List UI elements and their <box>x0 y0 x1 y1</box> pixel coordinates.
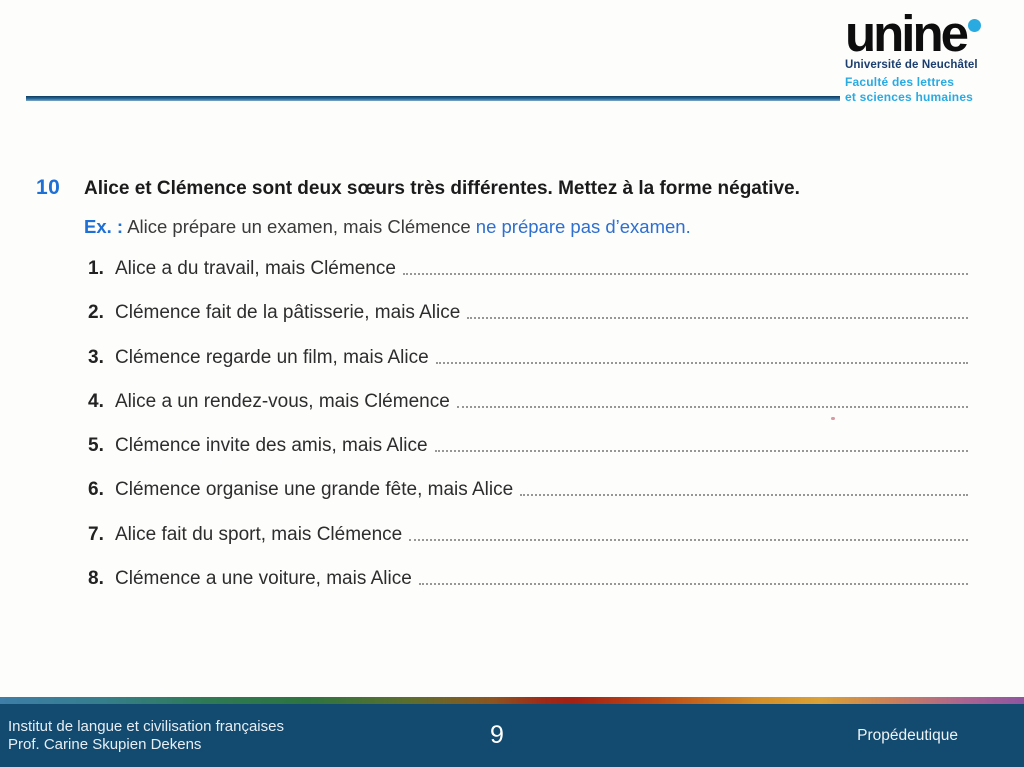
item-number: 3. <box>88 346 104 368</box>
answer-blank-line <box>456 405 968 408</box>
exercise-item-4: 4. Alice a un rendez-vous, mais Clémence <box>0 391 1024 435</box>
answer-blank-line <box>402 273 968 275</box>
example-prompt: Alice prépare un examen, mais Clémence <box>123 216 476 237</box>
unine-dot-icon <box>968 19 981 32</box>
answer-blank-line <box>435 361 968 364</box>
item-text: Clémence organise une grande fête, mais … <box>115 479 514 501</box>
footer-credits: Institut de langue et civilisation franç… <box>0 718 284 753</box>
exercise-item-list: 1. Alice a du travail, mais Clémence 2. … <box>0 258 1024 612</box>
slide-footer: Institut de langue et civilisation franç… <box>0 697 1024 767</box>
item-text: Alice a du travail, mais Clémence <box>115 258 396 279</box>
exercise-title: Alice et Clémence sont deux sœurs très d… <box>84 178 800 199</box>
example-label: Ex. : <box>84 216 124 237</box>
exercise-item-8: 8. Clémence a une voiture, mais Alice <box>0 568 1024 612</box>
exercise-number: 10 <box>36 176 61 199</box>
logo-faculty-line2: et sciences humaines <box>845 89 974 104</box>
example-answer: ne prépare pas d’examen. <box>475 216 691 237</box>
logo-faculty-name: Faculté des lettres et sciences humaines <box>845 75 1015 104</box>
footer-rainbow-stripe <box>0 697 1024 704</box>
logo-faculty-line1: Faculté des lettres <box>845 75 955 89</box>
exercise-header: 10 Alice et Clémence sont deux sœurs trè… <box>36 176 800 200</box>
exercise-item-7: 7. Alice fait du sport, mais Clémence <box>0 524 1024 568</box>
item-text: Clémence a une voiture, mais Alice <box>115 568 412 590</box>
exercise-item-2: 2. Clémence fait de la pâtisserie, mais … <box>0 302 1024 346</box>
unine-logo: unine Université de Neuchâtel Faculté de… <box>845 5 1015 104</box>
answer-blank-line <box>520 494 968 497</box>
item-number: 7. <box>88 523 104 545</box>
item-text: Clémence fait de la pâtisserie, mais Ali… <box>115 302 461 324</box>
item-number: 8. <box>88 568 104 590</box>
exercise-example: Ex. : Alice prépare un examen, mais Clém… <box>84 216 691 238</box>
unine-wordmark-text: unine <box>845 5 969 62</box>
exercise-item-6: 6. Clémence organise une grande fête, ma… <box>0 479 1024 523</box>
scan-artifact-dot <box>831 417 835 420</box>
exercise-item-1: 1. Alice a du travail, mais Clémence <box>0 258 1024 302</box>
item-text: Clémence regarde un film, mais Alice <box>115 346 429 368</box>
item-text: Alice a un rendez-vous, mais Clémence <box>115 390 450 412</box>
exercise-item-3: 3. Clémence regarde un film, mais Alice <box>0 347 1024 391</box>
item-number: 1. <box>88 258 104 279</box>
logo-university-name: Université de Neuchâtel <box>845 59 978 71</box>
footer-professor: Prof. Carine Skupien Dekens <box>8 735 202 753</box>
answer-blank-line <box>418 583 968 586</box>
footer-institute: Institut de langue et civilisation franç… <box>8 718 284 735</box>
page-number: 9 <box>490 720 504 749</box>
unine-wordmark: unine <box>845 5 1015 62</box>
item-number: 6. <box>88 479 104 501</box>
answer-blank-line <box>467 317 968 320</box>
item-number: 4. <box>88 390 104 412</box>
answer-blank-line <box>409 538 968 541</box>
footer-bar: Institut de langue et civilisation franç… <box>0 704 1024 767</box>
item-number: 2. <box>88 302 104 324</box>
footer-course-name: Propédeutique <box>857 726 958 744</box>
item-text: Alice fait du sport, mais Clémence <box>115 523 403 545</box>
item-number: 5. <box>88 435 104 457</box>
header-divider-line <box>26 96 840 101</box>
item-text: Clémence invite des amis, mais Alice <box>115 435 428 457</box>
exercise-item-5: 5. Clémence invite des amis, mais Alice <box>0 435 1024 479</box>
answer-blank-line <box>434 450 968 453</box>
